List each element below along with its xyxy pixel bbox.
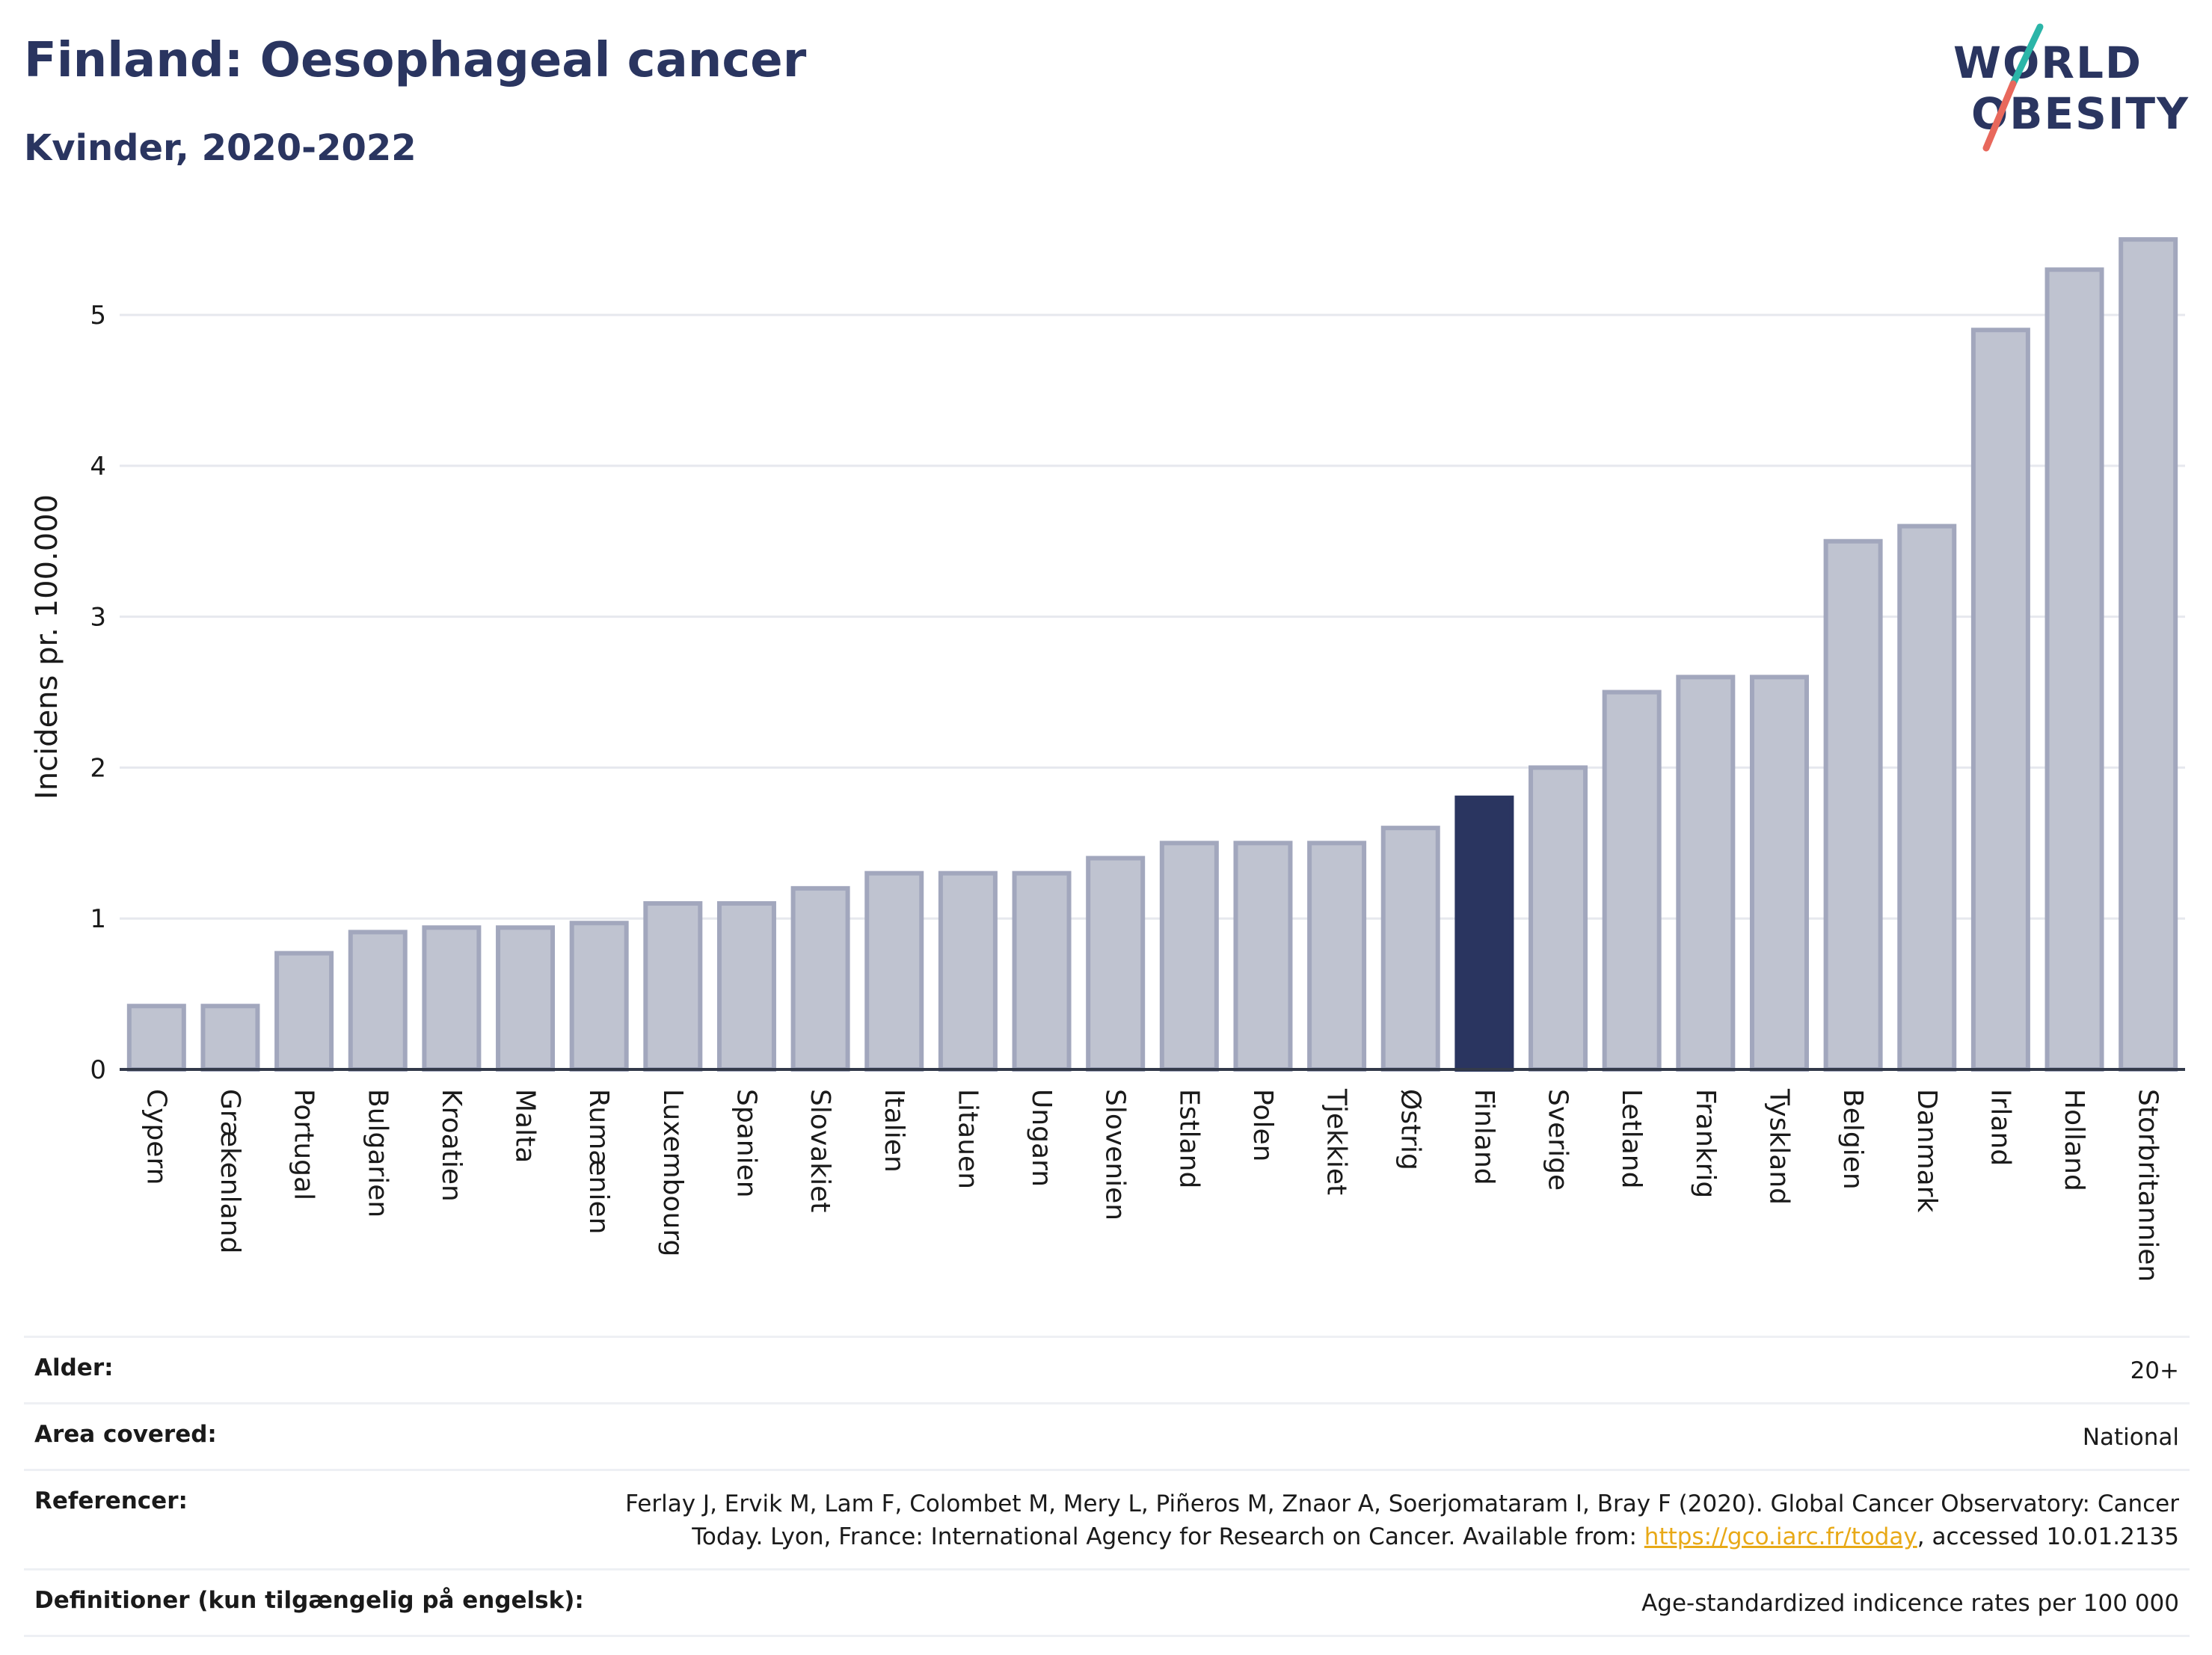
bar-cypern (126, 1004, 186, 1072)
y-tick-label: 0 (90, 1055, 106, 1085)
bar-spanien (716, 901, 776, 1072)
bar-frankrig (1676, 675, 1736, 1072)
x-tick-label: Rumænien (583, 1089, 614, 1234)
bar-grækenland (200, 1004, 260, 1072)
bar-chart: 0 1 2 3 4 5 Incidens pr. 100.000 Cypern Grækenla… (30, 237, 2185, 1282)
logo-word-1: WORLD (1953, 37, 2143, 88)
logo-slash-icon (1982, 23, 2044, 152)
x-tick-label: Grækenland (215, 1089, 245, 1253)
bar-slovakiet (790, 885, 850, 1072)
bar-estland (1159, 841, 1219, 1072)
bar-letland (1602, 690, 1662, 1072)
x-tick-label: Bulgarien (362, 1089, 393, 1218)
bar-østrig (1380, 826, 1440, 1072)
references-value: Ferlay J, Ervik M, Lam F, Colombet M, Me… (625, 1487, 2179, 1553)
x-tick-label: Tyskland (1763, 1088, 1794, 1205)
x-tick-label: Portugal (289, 1089, 319, 1200)
age-label: Alder: (34, 1354, 114, 1381)
area-row: Area covered: National (24, 1402, 2190, 1469)
x-tick-label: Slovakiet (805, 1089, 835, 1212)
reference-text-line1: Ferlay J, Ervik M, Lam F, Colombet M, Me… (625, 1490, 2179, 1517)
bar-luxembourg (643, 901, 703, 1072)
page-title: Finland: Oesophageal cancer (24, 33, 807, 88)
bar-storbritannien (2119, 237, 2178, 1072)
x-tick-label: Litauen (952, 1089, 983, 1189)
bar-holland (2044, 267, 2104, 1072)
info-table: Alder: 20+ Area covered: National Refere… (24, 1336, 2190, 1637)
y-tick-label: 2 (90, 753, 106, 783)
bar-irland (1970, 328, 2030, 1072)
y-tick-label: 1 (90, 904, 106, 934)
references-label: Referencer: (34, 1487, 188, 1514)
x-tick-label: Irland (1985, 1089, 2015, 1166)
y-tick-label: 3 (90, 603, 106, 633)
x-tick-label: Estland (1173, 1089, 1204, 1188)
x-tick-label: Spanien (731, 1089, 761, 1198)
reference-accessed: , accessed 10.01.2135 (1917, 1523, 2179, 1550)
bar-danmark (1897, 523, 1957, 1072)
bar-sverige (1529, 765, 1588, 1072)
y-tick-label: 5 (90, 301, 106, 331)
x-tick-label: Danmark (1911, 1089, 1942, 1213)
page-subtitle: Kvinder, 2020-2022 (24, 127, 417, 169)
bar-kroatien (422, 925, 482, 1072)
age-row: Alder: 20+ (24, 1336, 2190, 1402)
bar-malta (496, 925, 556, 1072)
x-tick-label: Frankrig (1690, 1089, 1721, 1198)
bar-polen (1233, 841, 1293, 1072)
bar-portugal (274, 951, 334, 1072)
axes: 0 1 2 3 4 5 Incidens pr. 100.000 Cypern Grækenla… (30, 301, 2185, 1282)
x-tick-label: Ungarn (1026, 1089, 1057, 1187)
reference-link[interactable]: https://gco.iarc.fr/today (1644, 1523, 1917, 1550)
x-tick-label: Holland (2059, 1089, 2089, 1191)
x-tick-label: Kroatien (436, 1089, 467, 1202)
bar-bulgarien (348, 930, 408, 1072)
bar-belgien (1823, 538, 1883, 1072)
x-tick-label: Malta (510, 1089, 541, 1163)
y-tick-label: 4 (90, 452, 106, 482)
x-tick-label: Italien (879, 1089, 909, 1173)
definitions-row: Definitioner (kun tilgængelig på engelsk… (24, 1568, 2190, 1637)
x-tick-label: Slovenien (1100, 1089, 1131, 1220)
x-tick-label: Finland (1469, 1089, 1499, 1185)
x-tick-label: Polen (1247, 1089, 1278, 1161)
bar-ungarn (1012, 871, 1072, 1072)
x-tick-label: Østrig (1395, 1089, 1425, 1170)
y-axis-label: Incidens pr. 100.000 (30, 494, 64, 799)
area-label: Area covered: (34, 1421, 217, 1448)
age-value: 20+ (2130, 1357, 2179, 1384)
definitions-value: Age-standardized indicence rates per 100… (1641, 1590, 2179, 1617)
x-tick-label: Luxembourg (657, 1089, 688, 1256)
bars (126, 237, 2178, 1072)
world-obesity-logo: WORLD OBESITY (1944, 22, 2191, 157)
bar-slovenien (1086, 856, 1146, 1072)
definitions-label: Definitioner (kun tilgængelig på engelsk… (34, 1587, 584, 1614)
x-tick-label: Cypern (141, 1089, 171, 1185)
x-tick-label: Storbritannien (2133, 1089, 2163, 1282)
x-tick-label: Letland (1616, 1089, 1647, 1188)
bar-italien (864, 871, 924, 1072)
area-value: National (2082, 1424, 2179, 1451)
x-tick-label: Sverige (1543, 1089, 1573, 1191)
bar-rumænien (569, 921, 629, 1072)
x-tick-label: Tjekkiet (1321, 1088, 1352, 1195)
reference-text-line2: Today. Lyon, France: International Agenc… (692, 1523, 1644, 1550)
bar-finland (1454, 795, 1514, 1072)
bar-litauen (938, 871, 998, 1072)
references-row: Referencer: Ferlay J, Ervik M, Lam F, Co… (24, 1469, 2190, 1568)
x-tick-label: Belgien (1837, 1089, 1868, 1190)
bar-tyskland (1749, 675, 1809, 1072)
bar-tjekkiet (1307, 841, 1367, 1072)
